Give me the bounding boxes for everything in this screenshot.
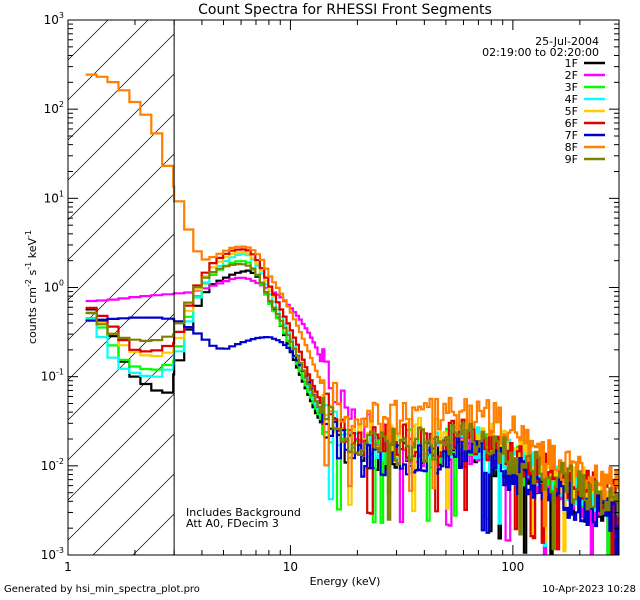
legend-label: 2F — [565, 69, 578, 82]
attenuator-annotation: Att A0, FDecim 3 — [186, 517, 279, 530]
y-tick-label: 10-1 — [41, 368, 64, 384]
legend-label: 1F — [565, 57, 578, 70]
series-line-9F — [85, 263, 619, 551]
hatched-region — [68, 20, 175, 555]
generated-by-label: Generated by hsi_min_spectra_plot.pro — [4, 584, 200, 595]
legend-label: 6F — [565, 117, 578, 130]
series-line-8F — [85, 73, 619, 528]
legend-label: 7F — [565, 129, 578, 142]
date-stamp: 10-Apr-2023 10:28 — [542, 584, 636, 595]
legend-label: 3F — [565, 81, 578, 94]
series-group — [85, 73, 619, 555]
y-axis-label: counts cm-2 s-1 keV-1 — [24, 230, 39, 344]
x-axis-label: Energy (keV) — [310, 575, 381, 588]
x-tick-label: 100 — [501, 560, 524, 574]
y-tick-label: 10-3 — [41, 546, 64, 562]
legend-label: 8F — [565, 141, 578, 154]
legend-label: 4F — [565, 93, 578, 106]
background-annotation: Includes Background — [186, 506, 301, 519]
y-tick-label: 100 — [44, 279, 64, 295]
series-line-5F — [85, 251, 619, 553]
y-tick-label: 10-2 — [41, 457, 64, 473]
y-tick-label: 102 — [44, 100, 64, 116]
legend-label: 5F — [565, 105, 578, 118]
series-line-6F — [85, 248, 619, 555]
x-tick-label: 1 — [64, 560, 72, 574]
series-line-7F — [85, 316, 619, 555]
chart-title: Count Spectra for RHESSI Front Segments — [198, 2, 492, 18]
y-tick-label: 103 — [44, 11, 64, 27]
date-label: 25-Jul-2004 — [535, 35, 599, 48]
legend-label: 9F — [565, 153, 578, 166]
time-range-label: 02:19:00 to 02:20:00 — [482, 46, 599, 59]
y-tick-label: 101 — [44, 189, 64, 205]
x-tick-label: 10 — [283, 560, 298, 574]
y-axis: 10-3 10-2 10-1 100 101 102 103 — [41, 11, 619, 562]
